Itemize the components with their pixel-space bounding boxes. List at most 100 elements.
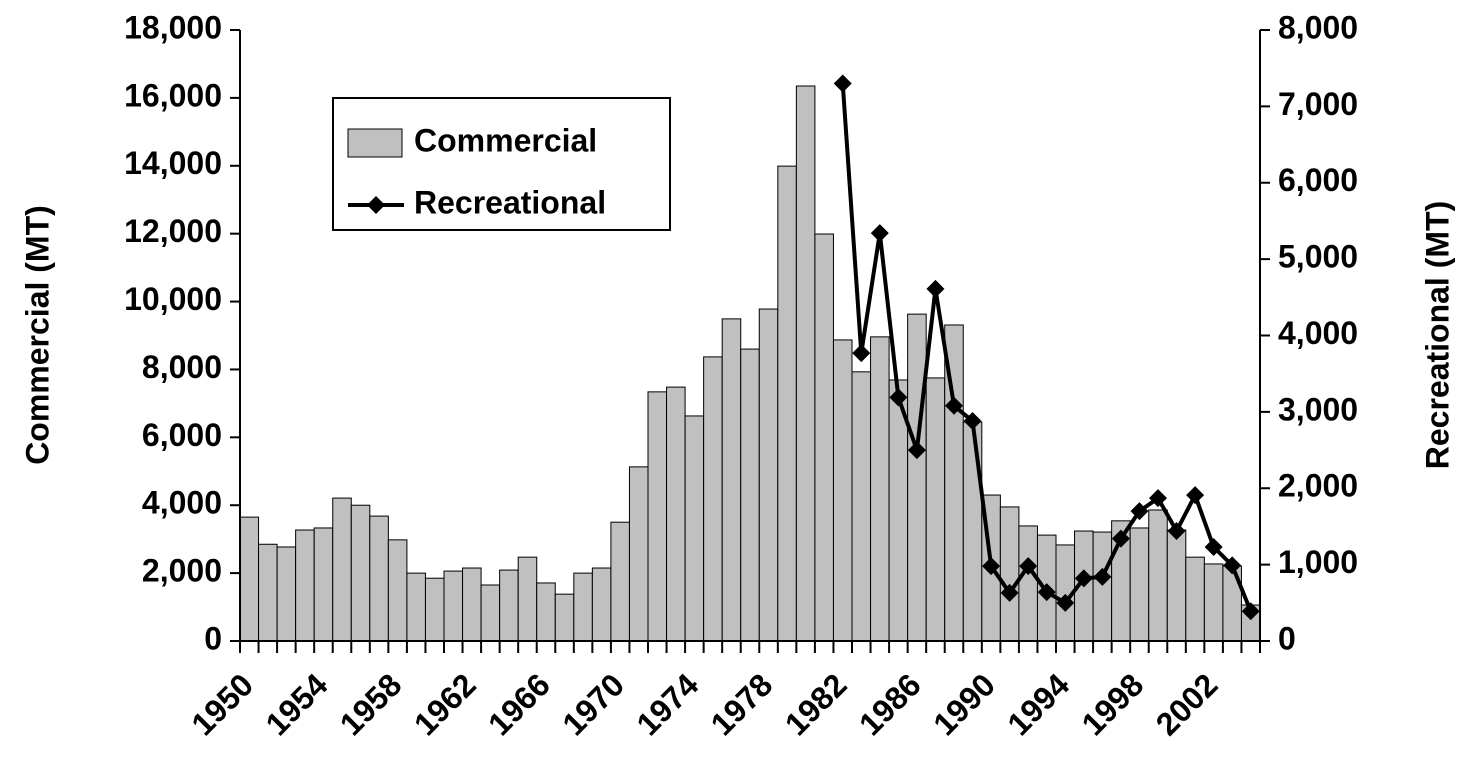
bar	[480, 584, 501, 642]
x-tick-label: 1998	[1075, 666, 1151, 742]
marker	[1204, 538, 1223, 557]
bar	[258, 543, 278, 642]
y2-tick-label: 5,000	[1278, 239, 1358, 275]
x-tick-label: 1974	[629, 666, 705, 742]
bar	[1092, 531, 1113, 642]
y-tick-label: 12,000	[124, 213, 222, 249]
marker	[982, 557, 1001, 576]
y2-tick-label: 2,000	[1278, 468, 1358, 504]
marker	[1149, 489, 1167, 508]
y-tick-label: 2,000	[142, 553, 222, 589]
y2-tick-label: 0	[1278, 620, 1296, 656]
y-tick-label: 6,000	[142, 417, 222, 453]
y2-tick-label: 4,000	[1278, 315, 1358, 351]
bar	[554, 593, 575, 642]
marker	[1223, 556, 1242, 575]
bar	[758, 308, 779, 642]
marker	[1186, 486, 1205, 505]
bar	[628, 466, 649, 642]
bar	[424, 577, 445, 642]
y-tick-label: 16,000	[124, 77, 222, 113]
bar	[740, 348, 760, 642]
bar	[870, 336, 890, 642]
bar	[814, 233, 834, 642]
x-tick-label: 1950	[184, 666, 260, 742]
y-axis-label: Commercial (MT)	[19, 205, 55, 465]
y-tick-label: 14,000	[124, 145, 222, 181]
bar	[406, 572, 426, 642]
bar	[462, 567, 482, 642]
bar	[387, 539, 408, 642]
marker	[963, 412, 982, 431]
bar	[1185, 556, 1205, 642]
x-tick-label: 1958	[333, 666, 409, 742]
marker	[870, 224, 889, 243]
bar	[313, 527, 334, 642]
x-tick-label: 1990	[926, 666, 1002, 742]
bar	[239, 516, 260, 642]
marker	[1019, 557, 1038, 576]
legend-box	[332, 97, 671, 231]
legend-label: Commercial	[414, 122, 597, 158]
x-tick-label: 1966	[481, 666, 557, 742]
y2-tick-label: 1,000	[1278, 544, 1358, 580]
bar	[851, 371, 872, 642]
bar	[907, 313, 927, 642]
bar	[1166, 529, 1187, 642]
bar	[517, 556, 538, 642]
bar	[647, 391, 668, 642]
marker	[926, 279, 945, 298]
marker	[1241, 602, 1260, 621]
y2-tick-label: 6,000	[1278, 162, 1358, 198]
marker	[1000, 583, 1019, 602]
bar	[332, 497, 352, 642]
y-tick-label: 18,000	[124, 9, 222, 45]
bar	[295, 529, 315, 642]
x-tick-label: 1970	[555, 666, 631, 742]
x-tick-label: 1978	[704, 666, 780, 742]
bar	[684, 415, 705, 642]
bar	[721, 318, 742, 642]
x-tick-label: 1986	[852, 666, 928, 742]
bar	[795, 85, 816, 642]
y-tick-label: 0	[204, 620, 222, 656]
bar	[1129, 527, 1150, 642]
marker	[833, 74, 852, 93]
bar	[536, 582, 556, 642]
x-tick-label: 1982	[778, 666, 854, 742]
marker	[945, 396, 963, 415]
bar	[703, 356, 723, 642]
bar	[1148, 509, 1168, 642]
x-tick-label: 1954	[259, 666, 335, 742]
marker	[852, 344, 871, 363]
bar	[350, 504, 371, 642]
y2-tick-label: 3,000	[1278, 391, 1358, 427]
y2-tick-label: 8,000	[1278, 9, 1358, 45]
bar	[1018, 525, 1038, 642]
y-tick-label: 4,000	[142, 485, 222, 521]
bar	[276, 546, 297, 642]
marker	[1130, 502, 1149, 521]
bar	[499, 569, 519, 642]
marker	[1056, 593, 1075, 612]
bar	[962, 421, 983, 642]
marker	[1074, 569, 1093, 588]
legend-marker	[367, 196, 385, 214]
x-tick-label: 1962	[407, 666, 483, 742]
x-tick-label: 1994	[1000, 666, 1076, 742]
y2-tick-label: 7,000	[1278, 86, 1358, 122]
y2-axis-label: Recreational (MT)	[1419, 201, 1455, 469]
bar	[666, 386, 686, 642]
marker	[1167, 522, 1186, 541]
bar	[777, 165, 797, 642]
marker	[1093, 567, 1112, 586]
bar	[610, 521, 630, 642]
bar	[443, 570, 464, 642]
y-tick-label: 8,000	[142, 349, 222, 385]
marker	[889, 388, 908, 407]
y-tick-label: 10,000	[124, 281, 222, 317]
legend-swatch	[347, 128, 403, 158]
bar	[591, 567, 612, 642]
bar	[369, 515, 389, 642]
